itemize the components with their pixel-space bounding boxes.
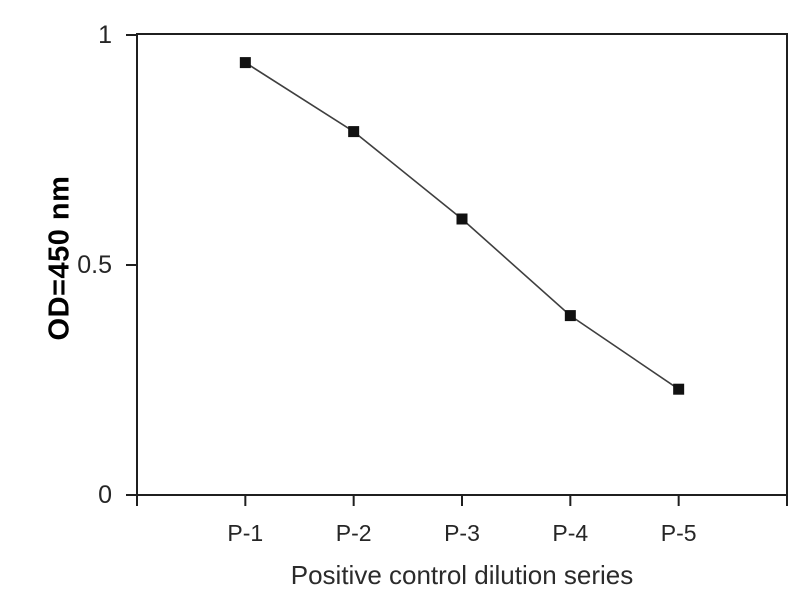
- data-point-marker: [673, 383, 685, 395]
- axis-frame: [136, 33, 788, 496]
- data-point-marker: [456, 213, 468, 225]
- x-tick-label: P-4: [552, 520, 589, 546]
- x-axis-title: Positive control dilution series: [290, 560, 634, 590]
- data-point-marker: [348, 126, 360, 138]
- y-axis-title: OD=450 nm: [43, 175, 76, 341]
- y-tick-label: 1: [98, 21, 112, 49]
- x-tick-label: P-3: [444, 520, 480, 546]
- x-tick-label: P-1: [227, 520, 264, 546]
- y-tick-label: 0.5: [77, 251, 112, 279]
- y-tick-label: 0: [98, 481, 112, 509]
- series-line: [244, 61, 680, 390]
- data-point-marker: [239, 57, 251, 69]
- x-tick-label: P-5: [660, 520, 697, 546]
- x-tick-label: P-2: [335, 520, 372, 546]
- data-point-marker: [564, 310, 576, 322]
